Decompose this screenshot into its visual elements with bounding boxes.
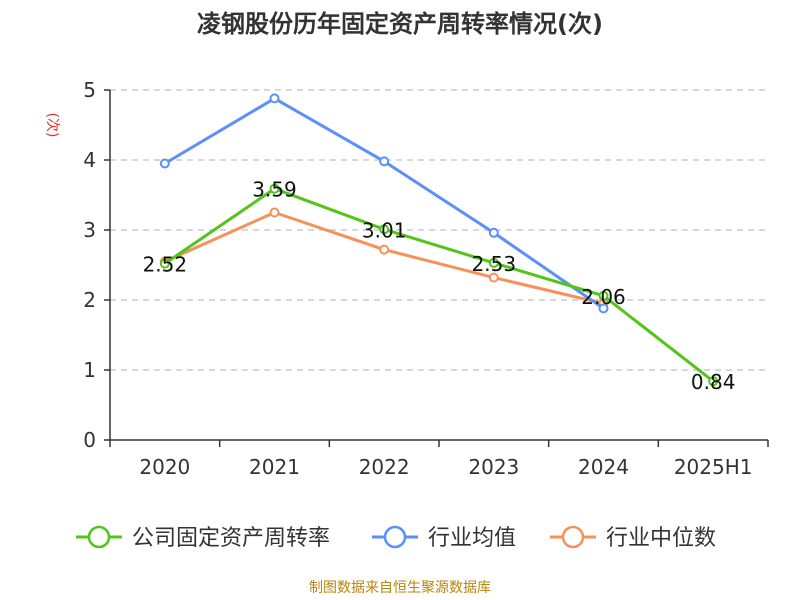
legend-label: 公司固定资产周转率 <box>132 526 330 551</box>
x-tick-label: 2022 <box>359 455 410 479</box>
data-label: 0.84 <box>691 370 736 394</box>
data-label: 2.06 <box>581 285 626 309</box>
data-point <box>159 258 170 269</box>
series-lines <box>159 93 719 387</box>
legend-marker <box>87 525 111 549</box>
legend-label: 行业中位数 <box>606 526 716 551</box>
data-point <box>269 183 280 194</box>
legend-marker <box>561 525 585 549</box>
x-tick-label: 2021 <box>249 455 300 479</box>
data-point <box>598 303 609 314</box>
y-tick-label: 1 <box>83 358 96 382</box>
data-label: 2.53 <box>472 252 517 276</box>
data-label: 3.01 <box>362 218 407 242</box>
data-point <box>598 290 609 301</box>
data-point <box>488 227 499 238</box>
data-labels: 2.52 3.59 3.01 2.53 2.06 0.84 <box>143 178 736 395</box>
series-line <box>163 187 715 383</box>
data-point <box>269 207 280 218</box>
x-tick-label: 2023 <box>468 455 519 479</box>
chart-title: 凌钢股份历年固定资产周转率情况(次) <box>197 10 603 38</box>
data-point <box>159 158 170 169</box>
y-tick-label: 5 <box>83 78 96 102</box>
data-point <box>708 376 719 387</box>
y-tick-label: 0 <box>83 428 96 452</box>
data-source-note: 制图数据来自恒生聚源数据库 <box>309 580 491 596</box>
data-point <box>488 272 499 283</box>
legend-marker <box>383 525 407 549</box>
x-tick-label: 2024 <box>578 455 629 479</box>
y-tick-label: 2 <box>83 288 96 312</box>
grid-lines <box>110 89 768 371</box>
y-tick-label: 4 <box>83 148 96 172</box>
data-label: 2.52 <box>143 253 188 277</box>
data-point <box>379 156 390 167</box>
y-tick-label: 3 <box>83 218 96 242</box>
legend-label: 行业均值 <box>428 526 516 551</box>
legend: 公司固定资产周转率 行业均值 行业中位数 <box>76 525 716 551</box>
data-point <box>488 257 499 268</box>
data-point <box>269 93 280 104</box>
y-axis-title: (次) <box>44 113 60 138</box>
data-label: 3.59 <box>252 178 297 202</box>
x-tick-label: 2025H1 <box>674 455 753 479</box>
axes: 0 1 2 3 4 5 2020 2021 2022 2023 2024 2025H1 <box>83 78 769 479</box>
data-point <box>379 244 390 255</box>
data-point <box>379 224 390 235</box>
x-tick-label: 2020 <box>139 455 190 479</box>
